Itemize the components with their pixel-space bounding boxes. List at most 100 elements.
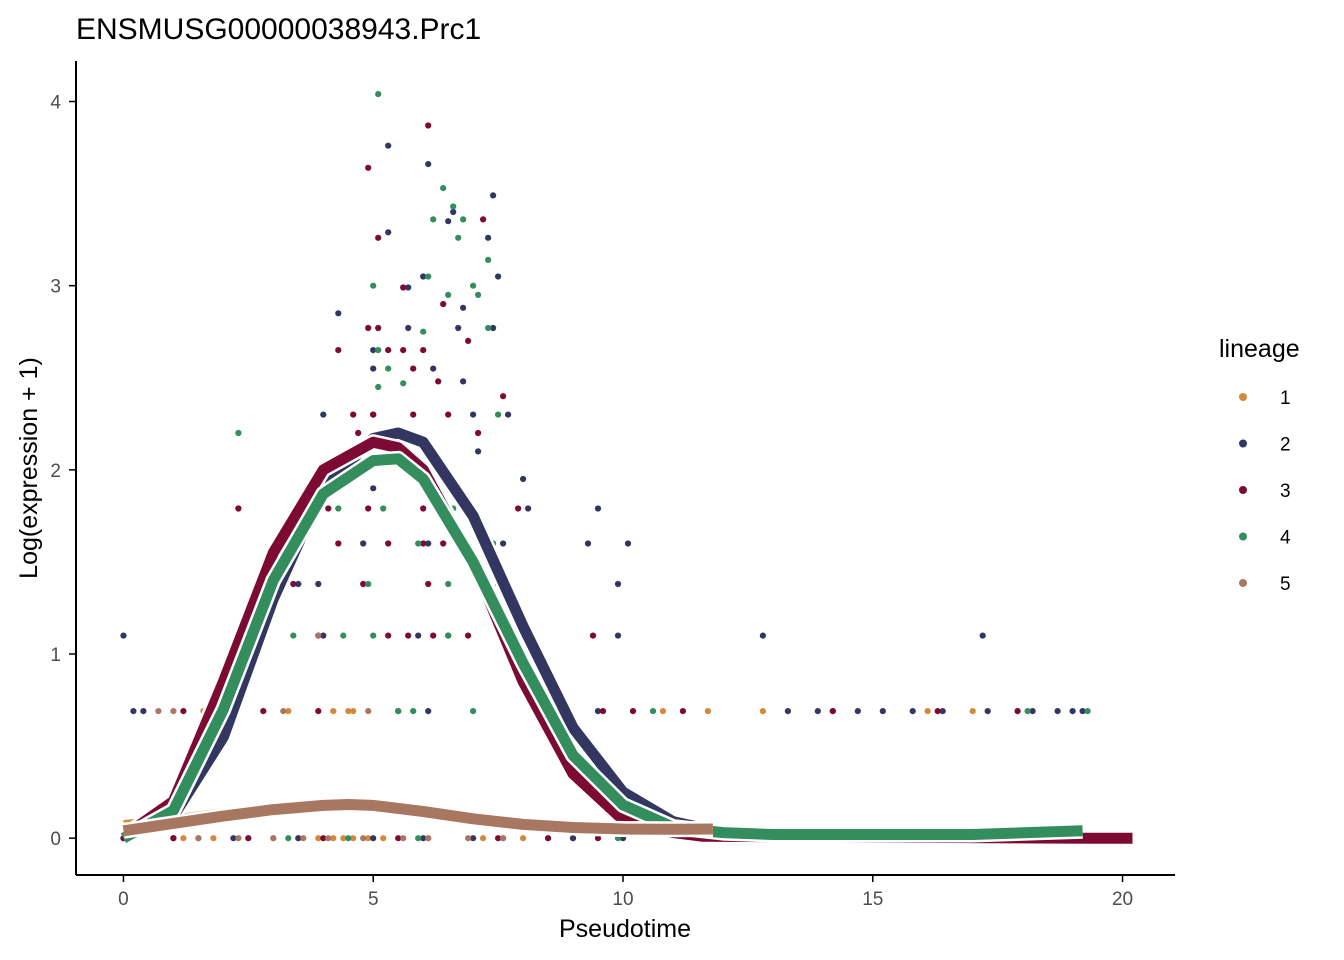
data-point-lineage-4: [460, 216, 467, 223]
data-point-lineage-2: [614, 580, 622, 588]
x-tick-label: 5: [368, 889, 379, 910]
data-point-lineage-2: [130, 708, 137, 715]
x-tick-label: 0: [118, 889, 129, 910]
y-axis-title: Log(expression + 1): [15, 357, 43, 579]
ticks-layer: 0 5 10 15 20 0 1 2 3 4: [50, 93, 1133, 910]
data-point-lineage-5: [315, 632, 322, 639]
data-point-lineage-5: [360, 835, 367, 842]
data-point-lineage-4: [485, 256, 492, 263]
smoother-curve-lineage-4: [120, 453, 1083, 844]
data-point-lineage-3: [360, 580, 367, 588]
y-tick-label: 4: [50, 93, 61, 114]
data-point-lineage-3: [425, 122, 432, 129]
data-point-lineage-3: [500, 393, 507, 400]
data-point-lineage-3: [594, 835, 602, 842]
data-point-lineage-4: [1084, 708, 1091, 715]
data-point-lineage-3: [365, 324, 372, 332]
data-point-lineage-1: [210, 835, 217, 842]
data-point-lineage-5: [425, 835, 432, 842]
data-point-lineage-2: [445, 218, 452, 225]
data-point-lineage-1: [659, 708, 667, 715]
data-point-lineage-2: [405, 324, 412, 332]
legend-key-lineage-3: [1239, 486, 1247, 494]
data-point-lineage-4: [340, 632, 347, 639]
data-point-lineage-2: [569, 835, 577, 842]
data-point-lineage-3: [410, 411, 417, 418]
data-point-lineage-4: [485, 324, 492, 332]
data-point-lineage-2: [470, 835, 477, 842]
data-point-lineage-3: [495, 835, 502, 842]
data-point-lineage-4: [415, 835, 422, 842]
data-point-lineage-2: [594, 505, 602, 512]
data-point-lineage-3: [180, 708, 187, 715]
data-point-lineage-3: [480, 216, 487, 223]
chart-title: ENSMUSG00000038943.Prc1: [76, 13, 481, 46]
data-point-lineage-4: [425, 273, 432, 280]
y-tick-label: 0: [50, 829, 61, 850]
data-point-lineage-4: [415, 540, 422, 547]
data-point-lineage-5: [300, 835, 307, 842]
data-point-lineage-4: [375, 91, 382, 98]
data-point-lineage-5: [235, 835, 242, 842]
data-point-lineage-4: [495, 411, 502, 418]
data-point-lineage-1: [924, 708, 931, 715]
data-point-lineage-2: [385, 142, 392, 149]
data-point-lineage-1: [520, 835, 527, 842]
data-point-lineage-2: [415, 632, 422, 639]
data-point-lineage-2: [450, 208, 457, 216]
axes-layer: [75, 61, 1175, 876]
data-point-lineage-2: [460, 304, 467, 311]
data-point-lineage-3: [375, 234, 382, 241]
data-point-lineage-5: [280, 708, 287, 715]
data-point-lineage-3: [385, 540, 392, 547]
data-point-lineage-4: [455, 234, 462, 241]
data-point-lineage-4: [420, 328, 427, 335]
data-point-lineage-4: [375, 347, 382, 354]
data-point-lineage-4: [440, 185, 447, 192]
data-point-lineage-2: [814, 708, 821, 715]
data-point-lineage-2: [1079, 708, 1086, 715]
data-point-lineage-2: [230, 835, 237, 842]
data-point-lineage-2: [490, 324, 497, 332]
data-point-lineage-3: [335, 540, 342, 547]
data-point-lineage-4: [470, 282, 477, 289]
data-point-lineage-3: [1014, 708, 1021, 715]
data-point-lineage-3: [385, 347, 392, 354]
data-point-lineage-2: [624, 540, 632, 547]
data-point-lineage-2: [370, 365, 377, 372]
data-point-lineage-5: [195, 835, 202, 842]
data-point-lineage-1: [340, 835, 347, 842]
data-point-lineage-4: [290, 632, 297, 639]
data-point-lineage-2: [370, 835, 377, 842]
data-point-lineage-4: [380, 505, 387, 512]
data-point-lineage-2: [320, 632, 327, 639]
data-point-lineage-2: [1054, 708, 1061, 715]
legend-label-lineage-2: 2: [1280, 435, 1291, 456]
data-point-lineage-3: [335, 347, 342, 354]
data-point-lineage-3: [315, 708, 322, 715]
data-point-lineage-4: [649, 708, 657, 715]
data-point-lineage-3: [395, 835, 402, 842]
data-point-lineage-3: [425, 580, 432, 588]
data-point-lineage-1: [365, 835, 372, 842]
data-point-lineage-2: [475, 448, 482, 455]
data-point-lineage-5: [270, 835, 277, 842]
data-point-lineage-2: [120, 632, 127, 639]
data-point-lineage-3: [420, 347, 427, 354]
data-point-lineage-3: [465, 632, 472, 639]
data-point-lineage-4: [285, 835, 292, 842]
data-point-lineage-4: [235, 429, 242, 437]
curves-layer: [118, 425, 1133, 847]
data-point-lineage-3: [440, 301, 447, 308]
data-point-lineage-2: [460, 378, 467, 385]
data-point-lineage-4: [335, 505, 342, 512]
legend-key-lineage-4: [1239, 532, 1247, 541]
data-point-lineage-1: [480, 835, 487, 842]
data-point-lineage-2: [505, 411, 512, 418]
data-point-lineage-2: [425, 708, 432, 715]
data-point-lineage-4: [430, 216, 437, 223]
data-point-lineage-3: [440, 540, 447, 547]
data-point-lineage-4: [1024, 708, 1031, 715]
data-point-lineage-3: [545, 835, 552, 842]
